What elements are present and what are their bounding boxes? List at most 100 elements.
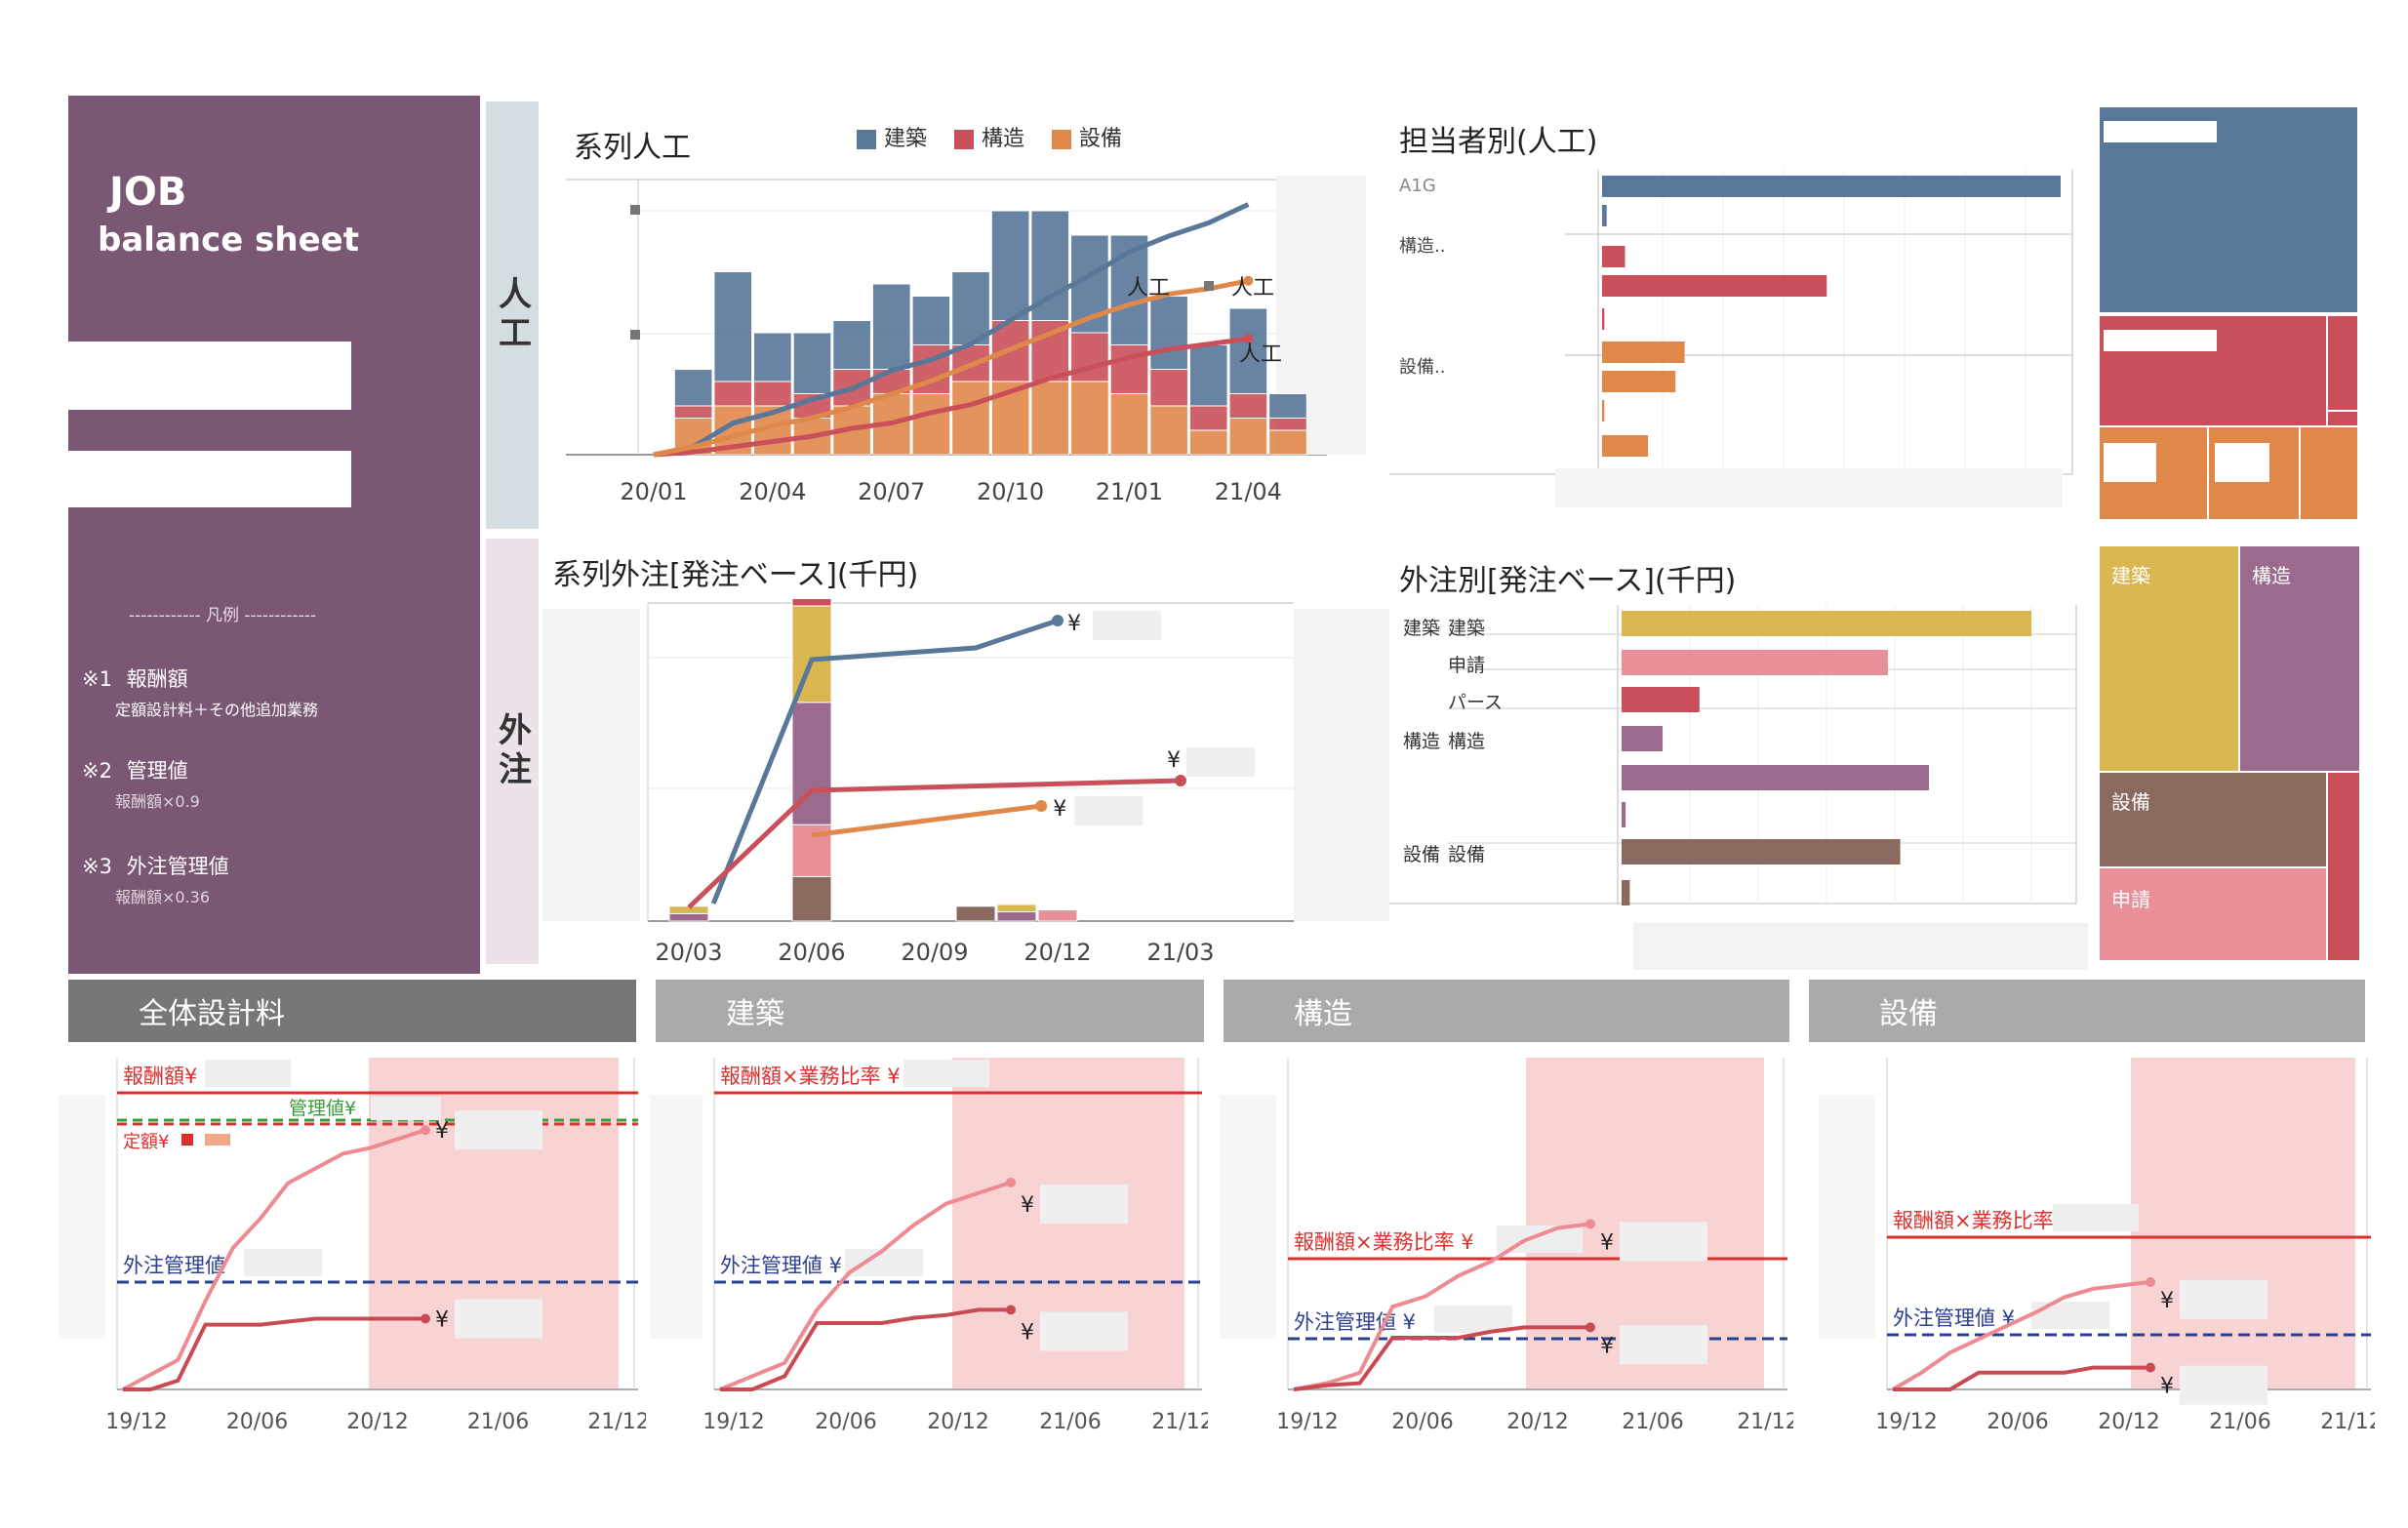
x-tick-label: 20/04	[739, 478, 806, 505]
treemap-cell-equip-2[interactable]	[2209, 427, 2299, 519]
cumulative-line	[653, 278, 1249, 458]
row-label: 構造..	[1399, 236, 1445, 257]
note-label: 報酬額	[126, 667, 188, 691]
redacted-value	[1040, 1311, 1128, 1351]
cumulative-line	[1891, 1279, 2151, 1391]
x-tick-label: 20/06	[815, 1410, 876, 1434]
line-end-dot	[1052, 615, 1064, 626]
redacted-value	[2031, 1302, 2109, 1329]
bar-segment	[871, 283, 911, 370]
fee-label: 報酬額×業務比率 ¥	[1294, 1230, 1474, 1254]
redacted-y-axis	[650, 1095, 702, 1339]
panel-chart-total: 報酬額¥ 管理値¥ 定額¥ 外注管理値 ¥ ¥19/12 20/06 20/12 21/06 21…	[59, 1058, 646, 1434]
treemap2-cell-apply[interactable]: 申請	[2100, 868, 2326, 960]
bar-segment	[1228, 393, 1268, 419]
line-end-dot	[2146, 1362, 2155, 1373]
redacted-value	[455, 1110, 542, 1150]
panel-header-total: 全体設計料	[68, 980, 636, 1042]
bar-segment	[673, 369, 713, 407]
fixed-label: 定額¥	[123, 1132, 169, 1152]
fixed-value-mark	[181, 1134, 193, 1146]
out-mgmt-label: 外注管理値 ¥	[720, 1254, 842, 1277]
treemap2-cell-equip[interactable]: 設備	[2100, 773, 2326, 866]
outsource-cumulative-line	[720, 1307, 1011, 1391]
person-bar	[1602, 371, 1676, 392]
bar-segment	[1109, 393, 1149, 456]
bar-segment	[996, 911, 1037, 922]
legend-item-arch: 建築	[857, 121, 927, 152]
person-bar	[1602, 435, 1648, 457]
note-2: ※2 管理値	[82, 755, 188, 784]
outsource-chart: ¥ ¥ ¥20/03 20/06 20/09 20/12 21/03	[542, 599, 1389, 966]
treemap-cell-struct[interactable]	[2100, 316, 2326, 425]
person-bar	[1602, 400, 1605, 422]
panel-header-equip: 設備	[1809, 980, 2365, 1042]
vendor-row-label: 設備	[1448, 844, 1485, 865]
redacted-axis	[1633, 923, 2088, 970]
out-mgmt-label: 外注管理値	[123, 1254, 225, 1277]
treemap2-cell-struct-small[interactable]	[2328, 773, 2359, 960]
x-tick-label: 21/03	[1146, 939, 1214, 966]
redacted-value	[2053, 1204, 2139, 1231]
outsource-chart-title: 系列外注[発注ベース](千円)	[552, 558, 919, 592]
redacted-value	[205, 1060, 291, 1087]
redacted-value	[2180, 1365, 2268, 1405]
redacted-value	[1620, 1325, 1707, 1365]
x-tick-label: 20/03	[655, 939, 722, 966]
redacted-value	[1074, 796, 1144, 825]
bar-segment	[1188, 405, 1228, 431]
x-tick-label: 19/12	[702, 1410, 764, 1434]
labor-side-label: 人工	[486, 101, 539, 529]
labor-side-text: 人工	[492, 276, 532, 354]
treemap2-cell-arch[interactable]: 建築	[2100, 546, 2238, 771]
y-tick-mark	[630, 330, 640, 340]
vendor-bar	[1622, 802, 1626, 827]
out-mgmt-label: 外注管理値 ¥	[1893, 1307, 2015, 1330]
equip-cumulative-line	[811, 803, 1042, 838]
treemap-cell-struct-2[interactable]	[2328, 316, 2357, 410]
note-detail: 報酬額×0.9	[115, 792, 200, 811]
treemap-cell-arch[interactable]	[2100, 107, 2357, 312]
bar-segment	[1268, 393, 1307, 419]
x-tick-label: 21/01	[1096, 478, 1163, 505]
out-mgmt-label: 外注管理値 ¥	[1294, 1310, 1416, 1334]
redacted-left-axis	[542, 609, 640, 921]
bar-segment	[832, 320, 871, 370]
line-end-dot	[1175, 775, 1186, 786]
cumulative-line	[653, 202, 1250, 458]
redacted-value	[1434, 1306, 1512, 1333]
bar-segment	[1030, 381, 1070, 456]
bar-segment	[951, 381, 990, 456]
bar-segment	[668, 912, 709, 922]
note-3: ※3 外注管理値	[82, 851, 229, 880]
treemap2-cell-struct[interactable]: 構造	[2240, 546, 2359, 771]
row-label: 設備..	[1399, 357, 1445, 378]
treemap-cell-struct-3[interactable]	[2328, 412, 2357, 425]
note-mark: ※2	[82, 759, 112, 783]
yen-label: ¥	[435, 1119, 449, 1144]
redacted-field-2	[68, 451, 351, 507]
treemap-cell-equip-3[interactable]	[2301, 427, 2357, 519]
yen-label: ¥	[2160, 1289, 2174, 1313]
treemap-cell-equip-1[interactable]	[2100, 427, 2207, 519]
x-tick-label: 21/12	[1737, 1410, 1793, 1434]
vendor-bar	[1622, 650, 1888, 675]
right-label: 人工	[1127, 276, 1170, 301]
bar-segment	[713, 271, 753, 382]
redacted-value	[1040, 1184, 1128, 1224]
outsource-treemap: 建築 構造 設備 申請	[2100, 546, 2359, 960]
forecast-shade	[2131, 1058, 2355, 1389]
x-tick-label: 20/06	[778, 939, 845, 966]
vendor-group-label: 建築	[1403, 618, 1440, 639]
redacted-value	[1186, 747, 1255, 777]
vendor-bar	[1622, 611, 2031, 636]
bar-segment	[713, 381, 753, 407]
note-detail: 定額設計料＋その他追加業務	[115, 701, 319, 719]
bar-segment	[955, 905, 996, 922]
bar-segment	[1228, 418, 1268, 456]
note-label: 管理値	[126, 759, 188, 783]
bar-segment	[996, 904, 1037, 912]
vendor-row-label: 申請	[1448, 655, 1485, 676]
bar-segment	[791, 599, 832, 607]
person-bar	[1602, 308, 1605, 330]
